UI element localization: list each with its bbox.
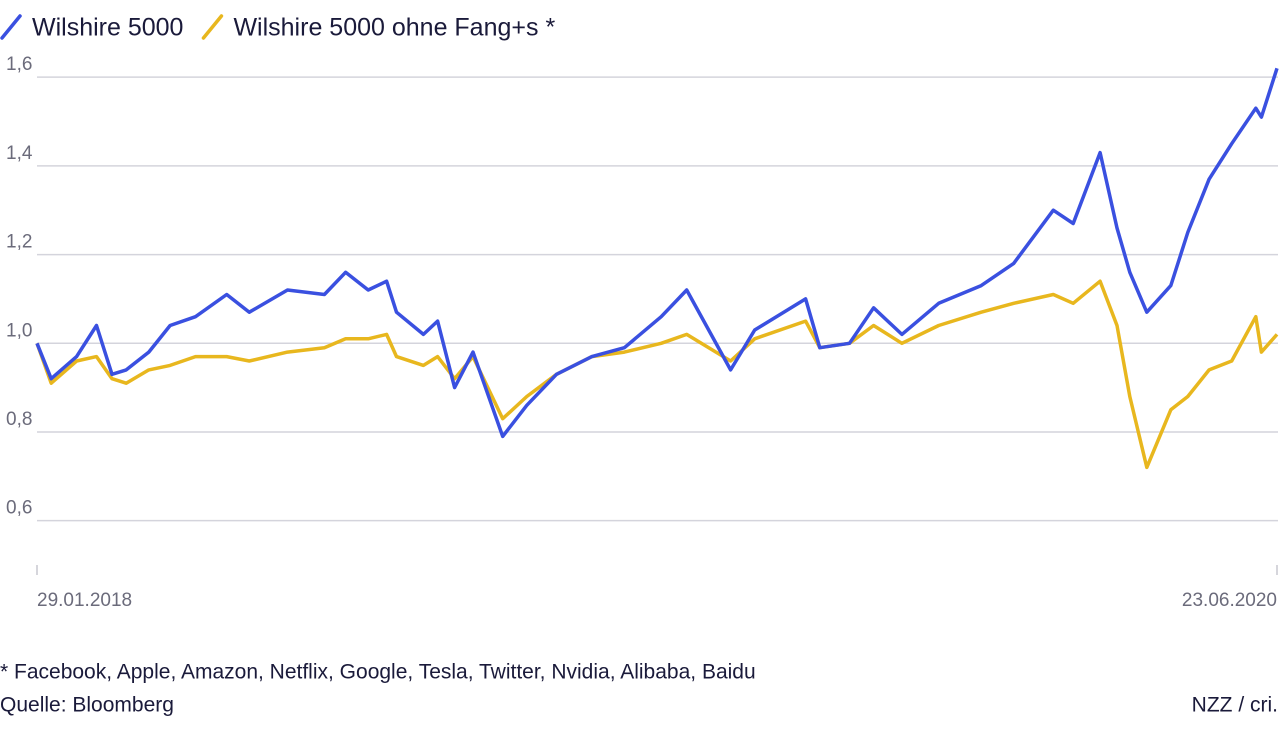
footnote: * Facebook, Apple, Amazon, Netflix, Goog… (0, 661, 756, 684)
y-tick-label: 1,0 (6, 320, 32, 341)
y-tick-label: 1,4 (6, 143, 33, 164)
legend-swatch (0, 14, 22, 40)
legend-label: Wilshire 5000 ohne Fang+s * (233, 14, 555, 42)
y-tick-label: 0,8 (6, 409, 32, 430)
series-line (35, 67, 1279, 439)
y-tick-label: 1,6 (6, 54, 32, 75)
legend-swatch (201, 14, 224, 40)
legend-label: Wilshire 5000 (32, 14, 183, 42)
x-tick-label: 23.06.2020 (1182, 590, 1277, 611)
source: Quelle: Bloomberg (0, 694, 174, 717)
x-tick-label: 29.01.2018 (37, 590, 132, 611)
y-tick-label: 0,6 (6, 498, 32, 519)
series-line (35, 279, 1279, 470)
credit: NZZ / cri. (1192, 694, 1278, 717)
y-tick-label: 1,2 (6, 232, 32, 253)
